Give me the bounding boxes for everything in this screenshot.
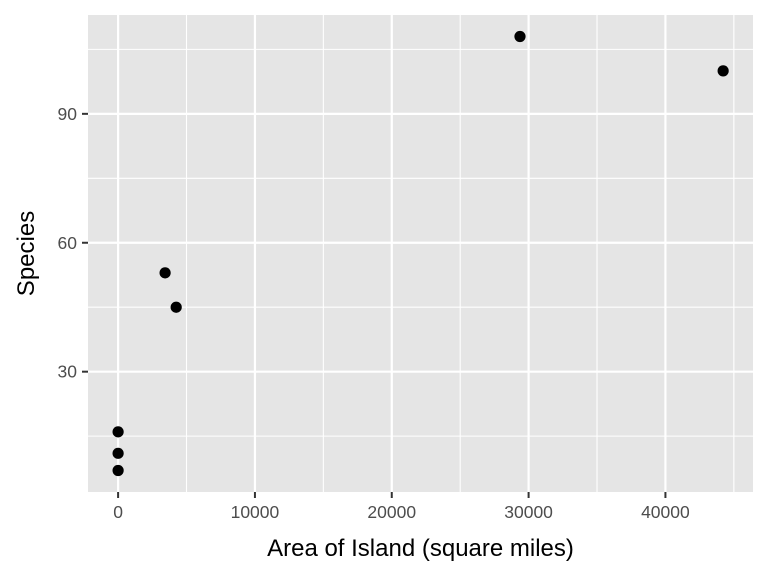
x-tick-label: 0: [113, 502, 123, 522]
data-points: [112, 30, 729, 477]
data-point: [514, 30, 526, 43]
y-tick-label: 30: [58, 362, 78, 382]
y-axis-ticks: 30 60 90: [58, 104, 88, 382]
y-axis-title: Species: [13, 211, 40, 296]
x-axis-title: Area of Island (square miles): [267, 535, 574, 562]
data-point: [159, 267, 171, 279]
data-point: [717, 65, 729, 77]
x-tick-label: 20000: [367, 502, 416, 522]
plot-panel: [88, 15, 753, 492]
x-tick-label: 40000: [641, 502, 690, 522]
minor-gridlines: [88, 15, 753, 492]
x-tick-label: 10000: [231, 502, 280, 522]
y-tick-label: 60: [58, 233, 78, 253]
data-point: [170, 301, 182, 313]
x-tick-label: 30000: [504, 502, 553, 522]
y-tick-label: 90: [58, 104, 78, 124]
x-axis-ticks: 0 10000 20000 30000 40000: [113, 492, 690, 522]
data-point: [112, 464, 124, 477]
major-gridlines: [88, 15, 753, 492]
data-point: [112, 426, 124, 438]
data-point: [112, 447, 124, 459]
